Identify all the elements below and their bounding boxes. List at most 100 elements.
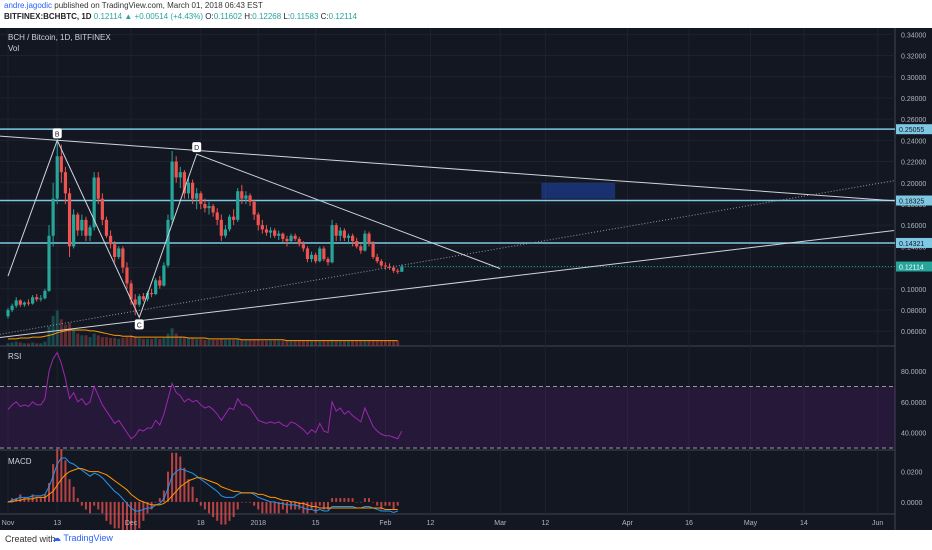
volume-bar xyxy=(166,333,170,346)
date-tick-label: May xyxy=(744,520,758,527)
date-tick-label: Mar xyxy=(494,520,507,527)
volume-bar xyxy=(240,339,244,346)
macd-histogram-bar xyxy=(52,464,55,502)
price-tick-label: 0.24000 xyxy=(901,138,926,145)
volume-bar xyxy=(375,340,379,346)
price-tick-label: 0.26000 xyxy=(901,117,926,124)
macd-histogram-bar xyxy=(298,501,301,510)
macd-histogram-bar xyxy=(80,501,83,506)
candle-body xyxy=(334,225,338,236)
volume-bar xyxy=(203,339,207,346)
macd-histogram-bar xyxy=(351,498,354,502)
volume-bar xyxy=(228,339,232,346)
macd-histogram-bar xyxy=(64,460,67,502)
close-label: C: xyxy=(320,12,329,21)
macd-histogram-bar xyxy=(232,501,235,518)
volume-bar xyxy=(310,340,314,346)
volume-bar xyxy=(43,341,47,346)
candle-body xyxy=(346,235,351,238)
volume-ma-line xyxy=(8,329,398,342)
price-tick-label: 0.30000 xyxy=(901,75,926,82)
price-tick-label: 0.22000 xyxy=(901,160,926,167)
volume-bar xyxy=(6,343,10,346)
macd-histogram-bar xyxy=(23,498,26,502)
macd-histogram-bar xyxy=(306,501,309,514)
macd-histogram-bar xyxy=(39,498,42,502)
macd-histogram-bar xyxy=(224,501,227,525)
macd-histogram-bar xyxy=(27,498,30,502)
candle-body xyxy=(72,214,76,247)
macd-histogram-bar xyxy=(359,501,362,503)
candle-body xyxy=(326,259,330,263)
candle-body xyxy=(113,244,117,257)
rsi-line xyxy=(7,351,403,440)
macd-histogram-bar xyxy=(216,501,219,521)
last-price: 0.12114 xyxy=(93,12,123,21)
candle-body xyxy=(314,254,318,262)
volume-bar xyxy=(72,330,76,346)
date-tick-label: Jun xyxy=(872,520,883,527)
volume-bar xyxy=(182,337,186,346)
tradingview-logo[interactable]: ☁ TradingView xyxy=(52,533,113,544)
volume-bar xyxy=(92,333,96,346)
macd-histogram-bar xyxy=(183,467,186,502)
macd-histogram-bar xyxy=(294,501,297,510)
target-box xyxy=(541,182,616,199)
last-price-label: 0.12114 xyxy=(899,265,924,272)
volume-bar xyxy=(84,335,88,346)
macd-histogram-bar xyxy=(162,490,165,502)
macd-histogram-bar xyxy=(134,501,137,536)
pattern-point-marker xyxy=(134,319,144,330)
macd-tick-label: 0.0000 xyxy=(901,500,923,507)
volume-bar xyxy=(285,340,289,346)
volume-bar xyxy=(346,340,350,346)
macd-histogram-bar xyxy=(318,501,321,506)
chart-svg[interactable]: B C D 0.34000 0.32000 0.30000 0.28000 0.26000 0… xyxy=(0,28,932,536)
macd-histogram-bar xyxy=(208,501,211,514)
macd-histogram-bar xyxy=(68,479,71,502)
candle-body xyxy=(51,198,55,236)
volume-bar xyxy=(367,340,371,346)
macd-histogram-bar xyxy=(261,501,264,514)
volume-bar xyxy=(154,338,158,346)
macd-histogram-bar xyxy=(35,498,38,502)
macd-histogram-bar xyxy=(93,501,96,506)
macd-histogram-bar xyxy=(105,501,108,521)
volume-bar xyxy=(10,342,14,346)
date-tick-label: 2018 xyxy=(250,520,266,527)
published-text: published on TradingView.com, March 01, … xyxy=(54,1,263,10)
volume-bar xyxy=(301,340,305,346)
volume-bar xyxy=(191,338,195,346)
candle-body xyxy=(10,305,14,310)
macd-histogram-bar xyxy=(97,501,100,510)
volume-bar xyxy=(244,339,248,346)
volume-bar xyxy=(162,338,166,346)
volume-bar xyxy=(31,342,35,346)
level-price-label: 0.18325 xyxy=(899,199,924,206)
high-label: H: xyxy=(244,12,253,21)
chart-area[interactable]: B C D 0.34000 0.32000 0.30000 0.28000 0.26000 0… xyxy=(0,28,932,536)
volume-bar xyxy=(158,338,162,346)
volume-bar xyxy=(137,338,141,346)
price-tick-label: 0.10000 xyxy=(901,287,926,294)
volume-bar xyxy=(293,340,297,346)
volume-bar xyxy=(68,322,72,346)
candle-body xyxy=(367,233,371,244)
macd-histogram-bar xyxy=(285,501,288,514)
candle-body xyxy=(248,195,252,202)
candle-body xyxy=(84,219,88,236)
macd-signal-line xyxy=(8,468,398,510)
macd-histogram-bar xyxy=(240,501,243,503)
volume-bar xyxy=(260,340,264,346)
candle-body xyxy=(158,280,162,286)
header-bar: andre.jagodic published on TradingView.c… xyxy=(0,0,932,28)
macd-label: MACD xyxy=(8,457,32,466)
volume-bar xyxy=(109,338,113,346)
macd-histogram-bar xyxy=(117,501,120,529)
author-link[interactable]: andre.jagodic xyxy=(4,1,53,10)
volume-label: Vol xyxy=(8,44,19,53)
candle-body xyxy=(129,283,133,300)
macd-histogram-bar xyxy=(199,501,202,506)
candle-body xyxy=(244,195,248,199)
date-tick-label: 18 xyxy=(197,520,205,527)
